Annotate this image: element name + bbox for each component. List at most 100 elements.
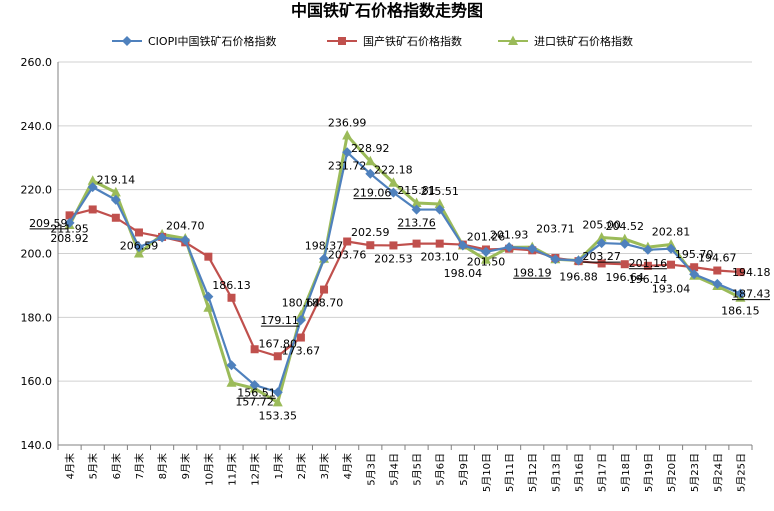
data-label: 194.67 xyxy=(698,252,737,265)
data-label: 198.04 xyxy=(444,267,483,280)
x-tick-label: 5月10日 xyxy=(481,453,493,492)
y-tick-label: 240.0 xyxy=(21,120,53,133)
data-point xyxy=(642,244,653,255)
data-point xyxy=(295,309,306,320)
data-label: 180.64 xyxy=(282,296,321,309)
data-point xyxy=(157,232,168,243)
data-point xyxy=(64,217,75,228)
data-point xyxy=(88,205,97,214)
x-tick-label: 6月末 xyxy=(110,453,123,479)
x-tick-label: 5月13日 xyxy=(550,453,562,492)
data-label: 219.14 xyxy=(97,173,136,186)
data-label: 194.18 xyxy=(732,266,771,279)
data-point xyxy=(412,239,421,248)
data-label: 211.95 xyxy=(50,222,89,235)
data-point xyxy=(133,248,144,258)
data-point xyxy=(389,241,398,250)
x-tick-label: 4月末 xyxy=(341,453,354,479)
data-point xyxy=(504,242,515,253)
data-label: 201.16 xyxy=(629,257,668,270)
data-point xyxy=(365,155,376,166)
data-label: 202.59 xyxy=(351,226,390,239)
x-tick-label: 2月末 xyxy=(295,453,308,479)
data-label: 198.19 xyxy=(513,266,552,279)
data-point xyxy=(411,197,422,208)
data-label: 201.93 xyxy=(490,228,529,241)
data-point xyxy=(204,252,213,261)
x-tick-label: 7月末 xyxy=(133,453,146,479)
x-tick-label: 5月16日 xyxy=(574,453,586,492)
data-point xyxy=(227,293,236,302)
data-label: 196.64 xyxy=(606,271,645,284)
x-tick-label: 5月24日 xyxy=(712,453,724,492)
legend: CIOPI中国铁矿石价格指数 国产铁矿石价格指数 进口铁矿石价格指数 xyxy=(112,34,633,48)
data-point xyxy=(667,260,676,269)
x-tick-label: 1月末 xyxy=(272,453,285,479)
data-label: 228.92 xyxy=(351,142,390,155)
data-point xyxy=(272,387,283,398)
y-tick-label: 160.0 xyxy=(21,375,53,388)
data-label: 231.72 xyxy=(328,159,367,172)
data-label: 215.51 xyxy=(420,185,459,198)
data-point xyxy=(619,233,630,244)
data-point xyxy=(122,36,132,46)
data-point xyxy=(65,211,74,220)
data-point xyxy=(736,268,745,277)
x-tick-label: 5月4日 xyxy=(388,453,400,486)
data-point xyxy=(343,237,352,246)
data-point xyxy=(180,235,191,246)
data-label: 213.76 xyxy=(397,217,436,230)
data-label: 205.00 xyxy=(582,219,621,232)
data-label: 201.26 xyxy=(467,230,506,243)
data-label: 208.92 xyxy=(50,232,89,245)
x-tick-label: 8月末 xyxy=(156,453,169,479)
data-point xyxy=(87,175,98,185)
data-point xyxy=(713,266,722,275)
data-point xyxy=(365,168,376,179)
data-point xyxy=(319,253,330,264)
data-point xyxy=(643,261,652,270)
data-point xyxy=(110,194,121,205)
data-point xyxy=(735,288,746,299)
y-tick-label: 260.0 xyxy=(21,56,53,69)
data-label: 222.18 xyxy=(374,164,413,177)
grid xyxy=(58,61,752,382)
data-label: 153.35 xyxy=(259,409,298,422)
data-label: 188.70 xyxy=(305,297,344,310)
data-point xyxy=(249,379,260,390)
x-tick-label: 3月末 xyxy=(318,453,331,479)
data-point xyxy=(619,238,630,249)
data-point xyxy=(480,254,491,264)
data-point xyxy=(388,187,399,198)
data-point xyxy=(338,37,346,45)
data-point xyxy=(434,204,445,215)
data-label: 201.50 xyxy=(467,256,506,269)
data-label: 186.13 xyxy=(212,279,251,292)
data-point xyxy=(620,260,629,269)
data-point xyxy=(203,302,214,312)
data-point xyxy=(527,243,538,254)
data-label: 196.14 xyxy=(629,273,668,286)
y-tick-label: 200.0 xyxy=(21,248,53,261)
data-point xyxy=(435,239,444,248)
data-point xyxy=(712,278,723,289)
x-tick-label: 4月末 xyxy=(64,453,77,479)
data-point xyxy=(689,269,700,280)
x-tick-label: 5月12日 xyxy=(527,453,539,492)
data-label: 215.81 xyxy=(397,184,436,197)
series-group xyxy=(64,129,746,407)
data-label: 204.70 xyxy=(166,219,205,232)
legend-entry: 国产铁矿石价格指数 xyxy=(363,34,462,48)
data-point xyxy=(550,254,561,265)
data-label: 204.52 xyxy=(606,220,645,233)
x-tick-label: 5月17日 xyxy=(597,453,609,492)
x-tick-label: 5月5日 xyxy=(412,453,424,486)
data-point xyxy=(573,255,584,266)
data-label: 179.11 xyxy=(260,314,299,327)
data-label: 186.15 xyxy=(721,305,760,318)
data-point xyxy=(434,198,445,208)
data-point xyxy=(690,263,699,272)
data-label: 236.99 xyxy=(328,116,367,129)
